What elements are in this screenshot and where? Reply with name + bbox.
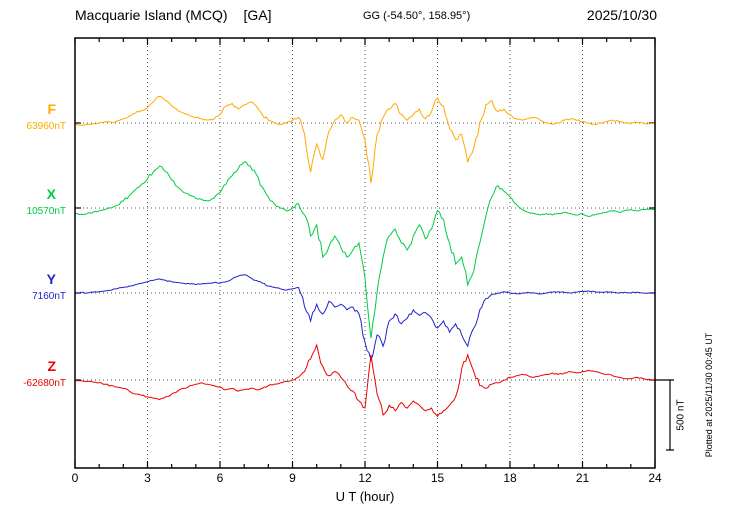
channel-baseline-y: 7160nT xyxy=(32,291,66,302)
x-tick-label-0: 0 xyxy=(71,471,79,485)
channel-label-f: F xyxy=(47,101,56,117)
x-tick-label-15: 15 xyxy=(430,471,445,485)
channel-baseline-x: 10570nT xyxy=(26,206,66,217)
header: Macquarie Island (MCQ) [GA] xyxy=(75,7,272,23)
x-tick-label-24: 24 xyxy=(648,471,662,485)
x-axis-label: U T (hour) xyxy=(335,489,395,504)
x-tick-label-9: 9 xyxy=(289,471,296,485)
plotted-at-label: Plotted at 2025/11/30 00:45 UT xyxy=(704,332,714,458)
channel-label-x: X xyxy=(46,186,56,202)
x-tick-label-18: 18 xyxy=(503,471,517,485)
channel-baseline-f: 63960nT xyxy=(26,121,66,132)
x-tick-label-6: 6 xyxy=(216,471,224,485)
geographic-coords: GG (-54.50°, 158.95°) xyxy=(363,10,471,22)
plot-date: 2025/10/30 xyxy=(586,7,657,23)
scale-bar-label: 500 nT xyxy=(675,399,687,431)
station-title: Macquarie Island (MCQ) xyxy=(75,7,228,23)
x-tick-label-3: 3 xyxy=(144,471,151,485)
channel-label-z: Z xyxy=(47,358,56,374)
agency-label: [GA] xyxy=(243,7,272,23)
channel-baseline-z: -62680nT xyxy=(23,378,66,389)
x-tick-label-12: 12 xyxy=(358,471,372,485)
x-tick-label-21: 21 xyxy=(575,471,590,485)
channel-label-y: Y xyxy=(46,271,56,287)
